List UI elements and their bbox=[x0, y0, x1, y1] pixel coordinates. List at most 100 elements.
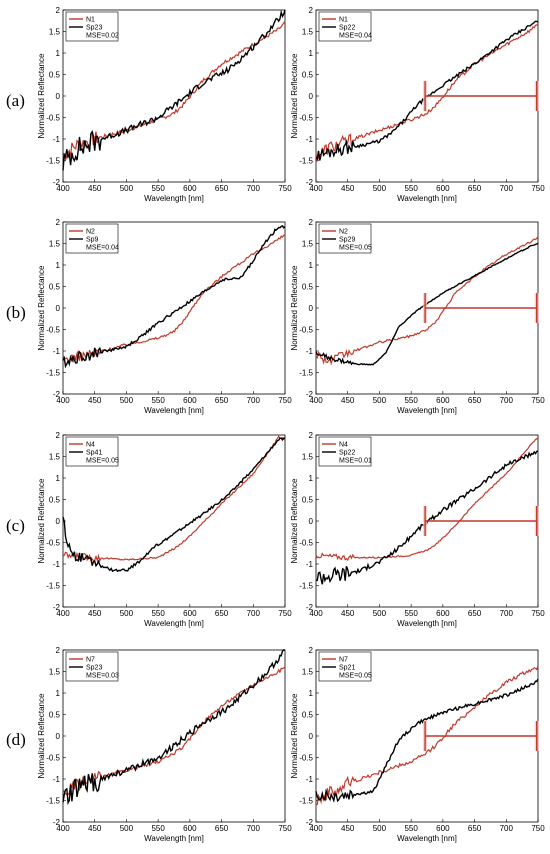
x-tick-label: 650 bbox=[468, 184, 482, 193]
y-axis-label: Normalized Reflectance bbox=[37, 693, 46, 778]
legend-entry: N7 bbox=[86, 657, 95, 664]
legend-entry: N4 bbox=[86, 442, 95, 449]
x-tick-label: 400 bbox=[309, 824, 323, 833]
x-tick-label: 550 bbox=[404, 609, 418, 618]
y-tick-label: 0 bbox=[309, 732, 314, 741]
series-line-N2 bbox=[62, 234, 286, 365]
legend-mse: MSE=0.05 bbox=[339, 673, 372, 680]
y-tick-label: -1 bbox=[53, 135, 61, 144]
x-tick-label: 400 bbox=[56, 824, 70, 833]
y-tick-label: 0 bbox=[56, 304, 61, 313]
x-tick-label: 750 bbox=[278, 609, 292, 618]
y-tick-label: -2 bbox=[306, 818, 314, 827]
legend-entry: Sp23 bbox=[86, 25, 102, 32]
legend-entry: N1 bbox=[339, 17, 348, 24]
x-tick-label: 550 bbox=[404, 824, 418, 833]
x-tick-label: 700 bbox=[500, 824, 514, 833]
y-tick-label: 1.5 bbox=[302, 668, 314, 677]
y-tick-label: 2 bbox=[56, 646, 61, 655]
y-tick-label: -1 bbox=[53, 775, 61, 784]
series-line-N1 bbox=[315, 23, 539, 162]
x-tick-label: 550 bbox=[404, 396, 418, 405]
x-tick-label: 550 bbox=[404, 184, 418, 193]
x-tick-label: 500 bbox=[120, 184, 134, 193]
row-label-d: (d) bbox=[6, 730, 26, 749]
x-tick-label: 700 bbox=[500, 396, 514, 405]
series-line-N7 bbox=[315, 665, 539, 806]
y-tick-label: -2 bbox=[306, 603, 314, 612]
y-tick-label: -2 bbox=[53, 818, 61, 827]
x-tick-label: 400 bbox=[56, 609, 70, 618]
y-tick-label: -0.5 bbox=[299, 114, 313, 123]
series-line-Sp9 bbox=[62, 225, 286, 369]
x-tick-label: 650 bbox=[468, 396, 482, 405]
series-line-N1 bbox=[62, 20, 286, 163]
legend-entry: N7 bbox=[339, 657, 348, 664]
y-tick-label: -2 bbox=[53, 603, 61, 612]
y-axis-label: Normalized Reflectance bbox=[290, 693, 299, 778]
series-line-Sp23 bbox=[62, 649, 285, 806]
x-axis-label: Wavelength [nm] bbox=[397, 194, 457, 203]
y-tick-label: 1 bbox=[56, 261, 61, 270]
legend-entry: N1 bbox=[86, 17, 95, 24]
series-line-N2 bbox=[315, 236, 539, 366]
x-tick-label: 450 bbox=[341, 609, 355, 618]
y-tick-label: 1 bbox=[56, 474, 61, 483]
y-tick-label: 1 bbox=[309, 261, 314, 270]
y-axis-label: Normalized Reflectance bbox=[290, 478, 299, 563]
x-tick-label: 650 bbox=[468, 609, 482, 618]
x-tick-label: 550 bbox=[151, 184, 165, 193]
y-tick-label: -1.5 bbox=[46, 582, 60, 591]
legend-mse: MSE=0.03 bbox=[86, 673, 119, 680]
x-axis-label: Wavelength [nm] bbox=[397, 619, 457, 628]
legend-mse: MSE=0.05 bbox=[86, 458, 119, 465]
x-tick-label: 500 bbox=[373, 184, 387, 193]
y-tick-label: -1.5 bbox=[299, 157, 313, 166]
x-tick-label: 750 bbox=[278, 396, 292, 405]
x-tick-label: 450 bbox=[341, 396, 355, 405]
chart-panel-a-left: 400 450 500 550 600 650 700 750 -2 -1.5 -1 -0.5 0 0.5… bbox=[37, 6, 292, 203]
y-tick-label: 0.5 bbox=[302, 71, 314, 80]
x-tick-label: 650 bbox=[215, 824, 229, 833]
y-tick-label: -1.5 bbox=[46, 369, 60, 378]
y-tick-label: 0 bbox=[309, 517, 314, 526]
x-tick-label: 550 bbox=[151, 609, 165, 618]
y-tick-label: 0 bbox=[56, 517, 61, 526]
y-tick-label: -0.5 bbox=[46, 754, 60, 763]
x-tick-label: 500 bbox=[120, 396, 134, 405]
legend-mse: MSE=0.04 bbox=[339, 33, 372, 40]
x-tick-label: 550 bbox=[151, 396, 165, 405]
x-tick-label: 500 bbox=[373, 396, 387, 405]
y-tick-label: -1 bbox=[53, 347, 61, 356]
y-axis-label: Normalized Reflectance bbox=[290, 265, 299, 350]
y-tick-label: 1 bbox=[309, 49, 314, 58]
x-tick-label: 650 bbox=[215, 184, 229, 193]
x-tick-label: 700 bbox=[500, 609, 514, 618]
y-tick-label: -2 bbox=[306, 390, 314, 399]
y-tick-label: 0.5 bbox=[302, 711, 314, 720]
x-tick-label: 600 bbox=[436, 609, 450, 618]
legend-entry: Sp21 bbox=[339, 665, 355, 672]
y-tick-label: -0.5 bbox=[299, 539, 313, 548]
y-tick-label: 0.5 bbox=[49, 496, 61, 505]
y-tick-label: 0.5 bbox=[49, 71, 61, 80]
y-tick-label: 0 bbox=[309, 304, 314, 313]
x-tick-label: 700 bbox=[247, 824, 261, 833]
x-tick-label: 750 bbox=[531, 824, 545, 833]
y-tick-label: -0.5 bbox=[299, 326, 313, 335]
y-axis-label: Normalized Reflectance bbox=[37, 478, 46, 563]
y-tick-label: 2 bbox=[309, 431, 314, 440]
y-tick-label: -0.5 bbox=[299, 754, 313, 763]
y-tick-label: 2 bbox=[56, 431, 61, 440]
x-tick-label: 600 bbox=[183, 184, 197, 193]
x-axis-label: Wavelength [nm] bbox=[397, 406, 457, 415]
y-tick-label: -1 bbox=[306, 775, 314, 784]
y-tick-label: 2 bbox=[56, 6, 61, 15]
y-tick-label: 2 bbox=[56, 218, 61, 227]
x-tick-label: 500 bbox=[120, 609, 134, 618]
y-tick-label: 1.5 bbox=[302, 240, 314, 249]
x-tick-label: 600 bbox=[183, 824, 197, 833]
y-tick-label: 2 bbox=[309, 6, 314, 15]
row-label-b: (b) bbox=[6, 303, 26, 322]
